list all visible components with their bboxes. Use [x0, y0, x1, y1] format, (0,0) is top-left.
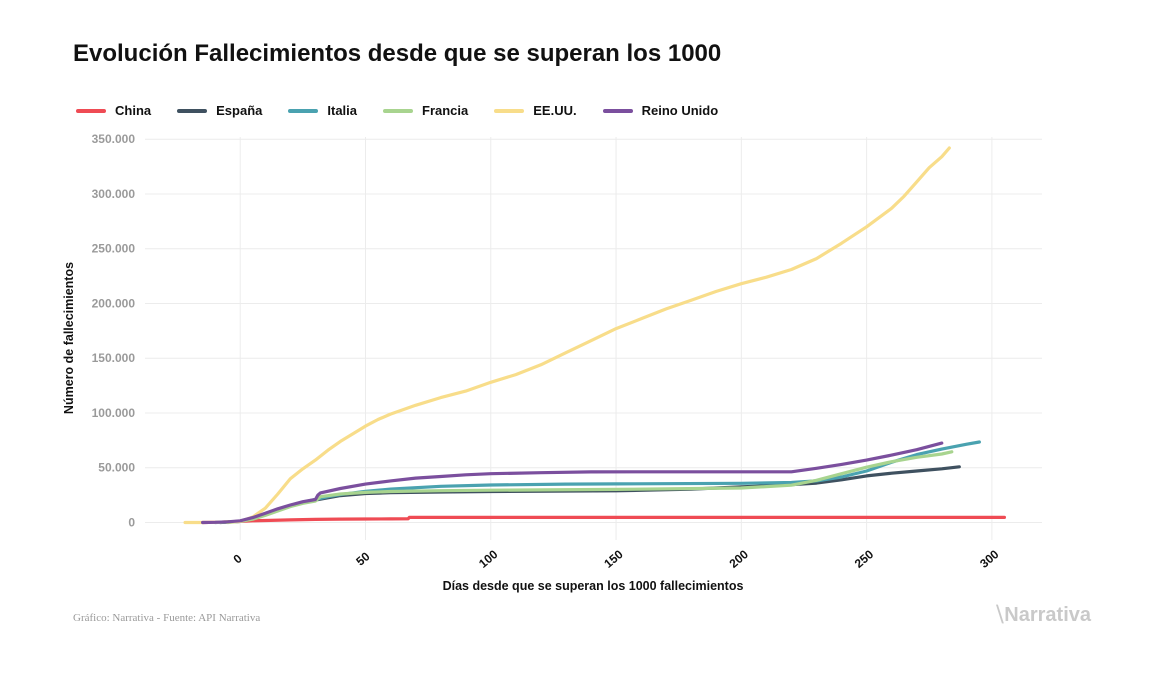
series-line-italia — [213, 440, 982, 525]
legend-item: Reino Unido — [602, 103, 719, 118]
x-axis-label: Días desde que se superan los 1000 falle… — [443, 579, 744, 593]
series-line-ee-uu- — [183, 146, 951, 525]
y-axis-label: Número de fallecimientos — [62, 262, 76, 414]
y-tick-label: 300.000 — [92, 187, 136, 201]
x-tick-label: 50 — [353, 549, 372, 569]
x-tick-label: 300 — [977, 547, 1002, 571]
legend-item: China — [76, 103, 151, 118]
x-tick-label: 100 — [476, 547, 501, 571]
legend-label: Francia — [422, 103, 469, 118]
gridlines — [145, 137, 1042, 540]
series-line-china — [201, 515, 1007, 525]
legend-swatch — [177, 108, 208, 113]
y-tick-label: 50.000 — [98, 461, 135, 475]
y-tick-label: 150.000 — [92, 351, 136, 365]
logo-text: Narrativa — [1004, 604, 1091, 626]
narrativa-n-icon: ⧹ — [996, 604, 1004, 626]
series-line-reino-unido — [201, 441, 944, 525]
y-tick-label: 350.000 — [92, 132, 136, 146]
legend-label: EE.UU. — [533, 103, 577, 118]
y-tick-label: 100.000 — [92, 406, 136, 420]
chart-title: Evolución Fallecimientos desde que se su… — [73, 40, 722, 67]
legend-swatch — [383, 108, 413, 113]
legend-item: Italia — [288, 103, 357, 118]
legend-label: China — [115, 103, 152, 118]
legend: China España Italia Francia EE.UU. Reino Unid… — [76, 103, 744, 118]
legend-label: Reino Unido — [641, 103, 719, 118]
x-tick-label: 250 — [852, 547, 877, 571]
legend-swatch — [602, 108, 633, 113]
legend-item: Francia — [383, 103, 468, 118]
legend-item: España — [177, 103, 262, 118]
legend-swatch — [494, 108, 525, 113]
x-axis-ticks: 0 50 100 150 200 250 300 — [231, 547, 1002, 571]
x-tick-label: 200 — [727, 547, 752, 571]
y-tick-label: 250.000 — [92, 242, 136, 256]
y-axis-ticks: 0 50.000 100.000 150.000 200.000 250.000 300.0… — [92, 132, 136, 529]
legend-item: EE.UU. — [494, 103, 577, 118]
y-tick-label: 0 — [128, 515, 135, 529]
source-note: Gráfico: Narrativa - Fuente: API Narrati… — [73, 612, 261, 624]
legend-swatch — [288, 108, 319, 113]
x-tick-label: 150 — [601, 547, 626, 571]
brand-logo: ⧹ Narrativa — [996, 604, 1091, 627]
series-line-francia — [226, 450, 954, 525]
legend-swatch — [76, 108, 106, 113]
legend-label: Italia — [327, 103, 357, 118]
x-tick-label: 0 — [231, 551, 245, 566]
y-tick-label: 200.000 — [92, 296, 136, 310]
series-lines — [183, 146, 1007, 525]
legend-label: España — [216, 103, 263, 118]
